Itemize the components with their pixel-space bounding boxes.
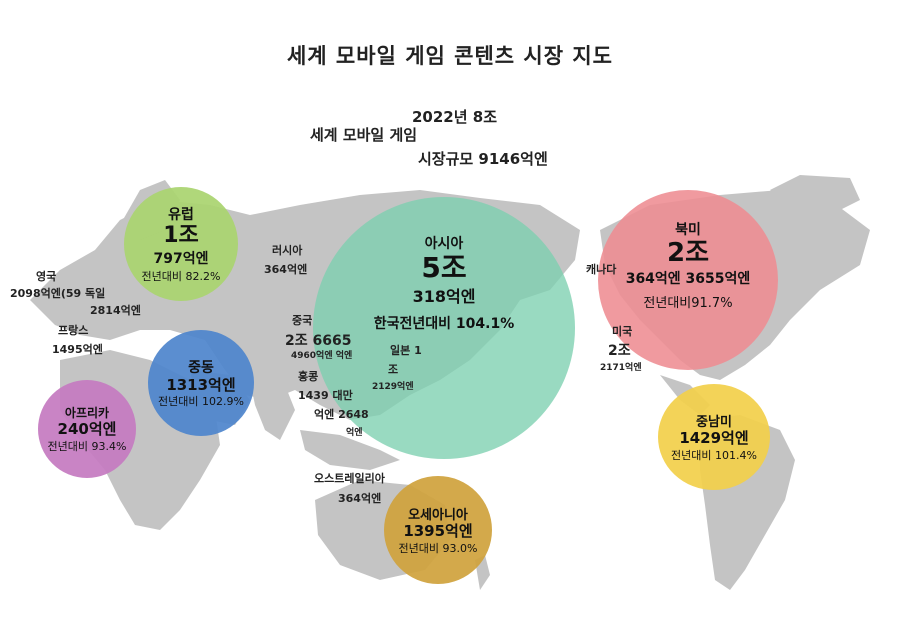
- germany-value: 2814억엔: [90, 304, 141, 317]
- australia-value: 364억엔: [338, 492, 382, 505]
- africa-name: 아프리카: [64, 406, 110, 421]
- middle-east-big-value: 1313억엔: [166, 375, 236, 394]
- australia-label: 오스트레일리아: [314, 472, 385, 485]
- north-america-big-value: 2조: [666, 238, 709, 269]
- hongkong-value: 1439 대만: [298, 389, 353, 402]
- summary-line-3: 시장규모 9146억엔: [418, 150, 548, 168]
- africa-growth: 전년대비 93.4%: [47, 439, 127, 453]
- asia-big-value: 5조: [421, 250, 467, 284]
- europe-big-value: 1조: [163, 222, 199, 248]
- europe-mid-value: 797억엔: [153, 251, 209, 268]
- north-america-name: 북미: [675, 222, 701, 239]
- bubble-middle-east: 중동 1313억엔 전년대비 102.9%: [148, 330, 254, 436]
- north-america-growth: 전년대비91.7%: [643, 295, 733, 311]
- bubble-asia: 아시아 5조 318억엔 한국전년대비 104.1%: [313, 197, 575, 459]
- japan-value: 조: [388, 363, 399, 376]
- russia-label: 러시아: [272, 244, 303, 257]
- bubble-north-america: 북미 2조 364억엔 3655억엔 전년대비91.7%: [598, 190, 778, 370]
- asia-name: 아시아: [424, 235, 464, 252]
- china-value: 2조 6665: [285, 333, 352, 349]
- asia-growth: 한국전년대비 104.1%: [373, 316, 515, 333]
- oceania-big-value: 1395억엔: [403, 522, 473, 541]
- taiwan-unit: 억엔: [346, 428, 363, 438]
- usa-label: 미국: [612, 325, 633, 338]
- japan-sub: 2129억엔: [372, 382, 414, 392]
- china-label: 중국: [292, 314, 313, 327]
- page-title: 세계 모바일 게임 콘텐츠 시장 지도: [286, 44, 614, 68]
- oceania-growth: 전년대비 93.0%: [398, 541, 478, 555]
- latin-america-name: 중남미: [696, 415, 732, 431]
- latin-america-big-value: 1429억엔: [679, 429, 749, 448]
- china-sub: 4960억엔 억엔: [291, 351, 353, 361]
- southeast-asia-islands: [300, 430, 400, 470]
- bubble-europe: 유럽 1조 797억엔 전년대비 82.2%: [124, 187, 238, 301]
- france-label: 프랑스: [58, 324, 89, 337]
- uk-label: 영국: [36, 270, 57, 283]
- british-isles-landmass: [55, 265, 75, 300]
- france-value: 1495억엔: [52, 343, 103, 356]
- latin-america-growth: 전년대비 101.4%: [671, 448, 757, 462]
- asia-mid-value: 318억엔: [412, 287, 476, 307]
- usa-value: 2조: [608, 343, 631, 359]
- middle-east-growth: 전년대비 102.9%: [158, 395, 244, 409]
- india-landmass: [250, 380, 295, 440]
- europe-name: 유럽: [168, 206, 194, 223]
- summary-line-1: 2022년 8조: [412, 108, 498, 126]
- russia-value: 364억엔: [264, 263, 308, 276]
- hongkong-label: 홍콩: [298, 370, 319, 383]
- taiwan-value: 억엔 2648: [314, 408, 369, 421]
- north-america-mid-value: 364억엔 3655억엔: [625, 270, 751, 287]
- africa-big-value: 240억엔: [57, 420, 117, 439]
- uk-value: 2098억엔(59 독일: [10, 287, 106, 300]
- japan-label: 일본 1: [390, 344, 422, 357]
- europe-growth: 전년대비 82.2%: [141, 270, 221, 284]
- greenland-landmass: [770, 175, 860, 215]
- bubble-africa: 아프리카 240억엔 전년대비 93.4%: [38, 380, 136, 478]
- oceania-name: 오세아니아: [408, 508, 468, 524]
- bubble-oceania: 오세아니아 1395억엔 전년대비 93.0%: [384, 476, 492, 584]
- bubble-latin-america: 중남미 1429억엔 전년대비 101.4%: [658, 384, 770, 490]
- summary-line-2: 세계 모바일 게임: [310, 126, 418, 144]
- canada-label: 캐나다: [586, 263, 617, 276]
- usa-sub: 2171억엔: [600, 363, 642, 373]
- middle-east-name: 중동: [188, 359, 214, 376]
